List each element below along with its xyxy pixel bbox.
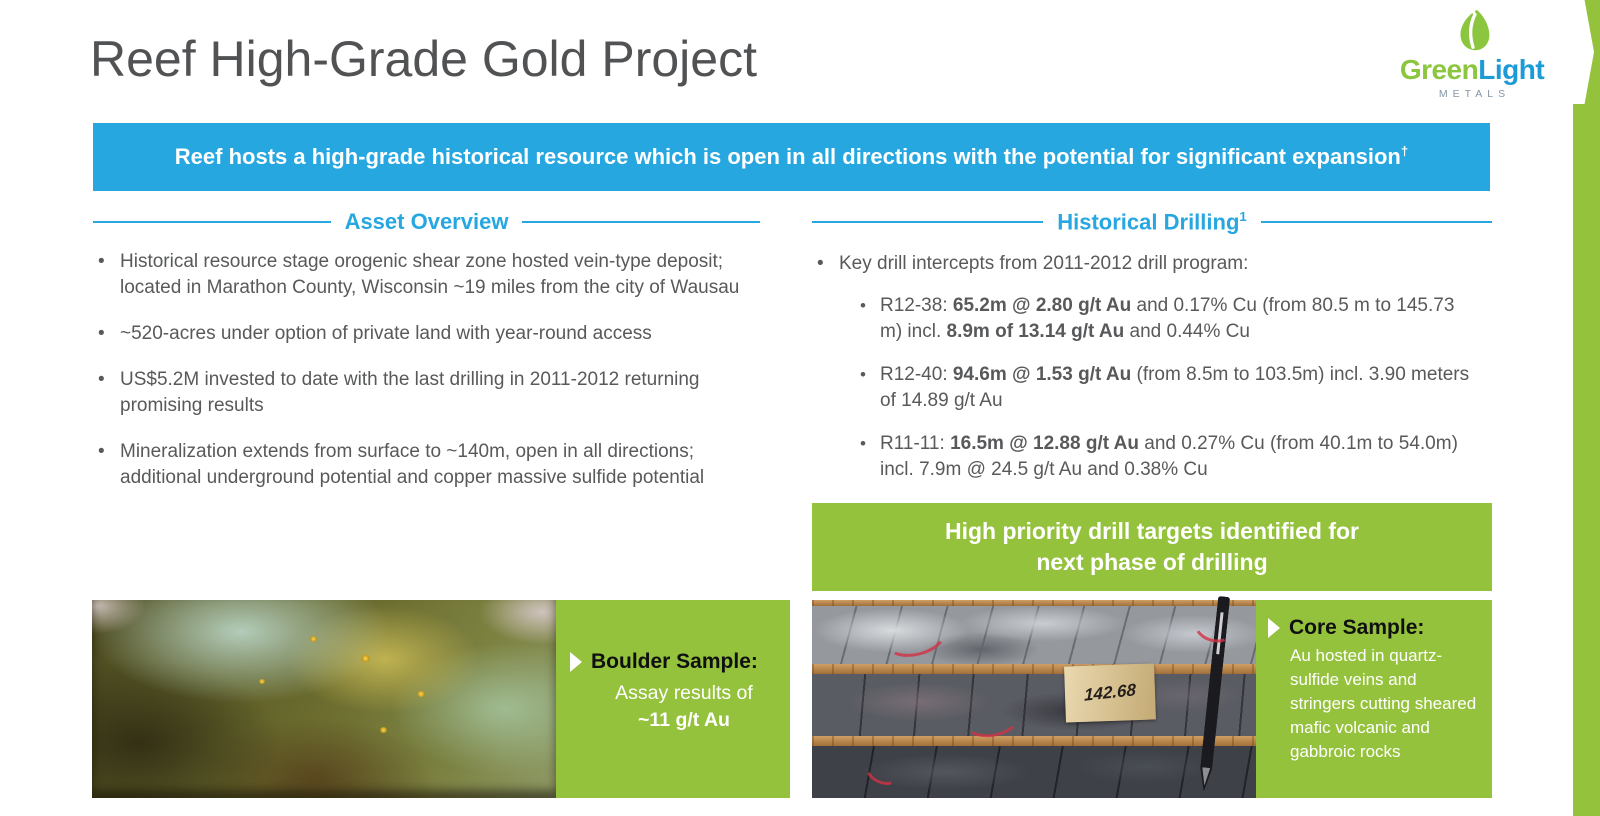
drill-intro-bullet: Key drill intercepts from 2011-2012 dril… [812, 251, 1492, 277]
asset-overview-heading: Asset Overview [93, 207, 760, 237]
key-message-text: Reef hosts a high-grade historical resou… [174, 143, 1409, 169]
core-tray-divider [812, 664, 1256, 674]
drill-targets-line2: next phase of drilling [1036, 549, 1268, 575]
intercept-text: and 0.44% Cu [1124, 321, 1250, 342]
edge-accent-bar [1573, 0, 1600, 816]
heading-rule-right [1260, 220, 1492, 224]
heading-rule-right [522, 220, 760, 224]
asset-overview-section: Asset Overview Historical resource stage… [93, 207, 760, 511]
core-tray-divider [812, 736, 1256, 746]
gold-fleck [361, 655, 371, 663]
historical-drilling-heading-label: Historical Drilling1 [1057, 208, 1247, 235]
intercept-text: and 0.17% Cu (from 80.5 m to 145.73 m) i… [880, 295, 1455, 342]
intercept-highlight: 65.2m @ 2.80 g/t Au [952, 295, 1132, 316]
drill-targets-banner: High priority drill targets identified f… [812, 503, 1492, 591]
intercept-highlight: 8.9m of 13.14 g/t Au [946, 321, 1125, 342]
gold-fleck [310, 635, 318, 642]
core-tray-divider [812, 600, 1256, 606]
intercept-text: R12-38: [880, 295, 953, 316]
boulder-sample-photo [92, 600, 556, 798]
heading-superscript: 1 [1239, 208, 1247, 224]
edge-chevron-notch [1573, 0, 1594, 104]
heading-rule-left [93, 220, 331, 224]
core-sample-callout: Core Sample: Au hosted in quartz-sulfide… [1256, 600, 1492, 798]
greenlight-logo: GreenLight METALS [1396, 6, 1548, 100]
banner-dagger: † [1400, 143, 1409, 159]
asset-overview-bullet: Mineralization extends from surface to ~… [93, 439, 760, 491]
logo-word-light: Light [1478, 54, 1545, 85]
intercept-text: and 0.27% Cu (from 40.1m to 54.0m) incl.… [880, 433, 1458, 480]
logo-subtext: METALS [1438, 88, 1511, 100]
asset-overview-list: Historical resource stage orogenic shear… [93, 249, 760, 491]
heading-rule-left [812, 220, 1044, 224]
drill-intercept-bullet: R12-38: 65.2m @ 2.80 g/t Au and 0.17% Cu… [858, 293, 1470, 345]
core-row-middle [812, 674, 1256, 736]
historical-drilling-section: Historical Drilling1 Key drill intercept… [812, 207, 1492, 500]
page-title: Reef High-Grade Gold Project [90, 31, 757, 87]
core-sample-photo: 142.68 [812, 600, 1256, 798]
asset-overview-bullet: US$5.2M invested to date with the last d… [93, 367, 760, 419]
boulder-sample-callout: Boulder Sample: Assay results of ~11 g/t… [556, 600, 790, 798]
drill-intercept-bullet: R12-40: 94.6m @ 1.53 g/t Au (from 8.5m t… [858, 362, 1470, 414]
drill-intercept-bullet: R11-11: 16.5m @ 12.88 g/t Au and 0.27% C… [858, 431, 1470, 483]
chevron-right-icon [1268, 618, 1280, 638]
gold-fleck [379, 726, 387, 733]
drill-intercepts-list: R12-38: 65.2m @ 2.80 g/t Au and 0.17% Cu… [858, 293, 1470, 483]
logo-word-green: Green [1399, 54, 1479, 85]
boulder-callout-line2: ~11 g/t Au [638, 709, 730, 731]
intercept-text: (from 8.5m to 103.5m) incl. 3.90 meters … [880, 364, 1470, 411]
gold-fleck [259, 679, 266, 685]
historical-drilling-heading: Historical Drilling1 [812, 207, 1492, 237]
key-message-banner: Reef hosts a high-grade historical resou… [93, 123, 1490, 191]
boulder-callout-line1: Assay results of [615, 682, 753, 704]
intercept-text: R12-40: [880, 364, 953, 385]
depth-marker-block: 142.68 [1064, 663, 1157, 723]
logo-wordmark: GreenLight [1396, 56, 1548, 84]
chevron-right-icon [570, 652, 582, 672]
asset-overview-bullet: Historical resource stage orogenic shear… [93, 249, 760, 301]
asset-overview-heading-label: Asset Overview [344, 209, 509, 234]
boulder-callout-title: Boulder Sample: [591, 650, 758, 673]
asset-overview-bullet: ~520-acres under option of private land … [93, 321, 760, 347]
leaf-icon [1460, 6, 1490, 51]
intercept-highlight: 94.6m @ 1.53 g/t Au [952, 364, 1132, 385]
boulder-callout-title-row: Boulder Sample: [570, 650, 782, 674]
core-callout-title-row: Core Sample: [1268, 616, 1486, 640]
core-row-bottom [812, 746, 1256, 798]
gold-fleck [416, 691, 425, 698]
intercept-text: R11-11: [880, 433, 951, 454]
depth-label: 142.68 [1084, 680, 1136, 706]
intercept-highlight: 16.5m @ 12.88 g/t Au [950, 433, 1139, 454]
drill-intro-list: Key drill intercepts from 2011-2012 dril… [812, 251, 1492, 277]
drill-targets-line1: High priority drill targets identified f… [944, 518, 1360, 544]
core-row-top [812, 606, 1256, 664]
core-callout-body: Au hosted in quartz-sulfide veins and st… [1290, 646, 1477, 761]
core-callout-title: Core Sample: [1289, 616, 1425, 639]
